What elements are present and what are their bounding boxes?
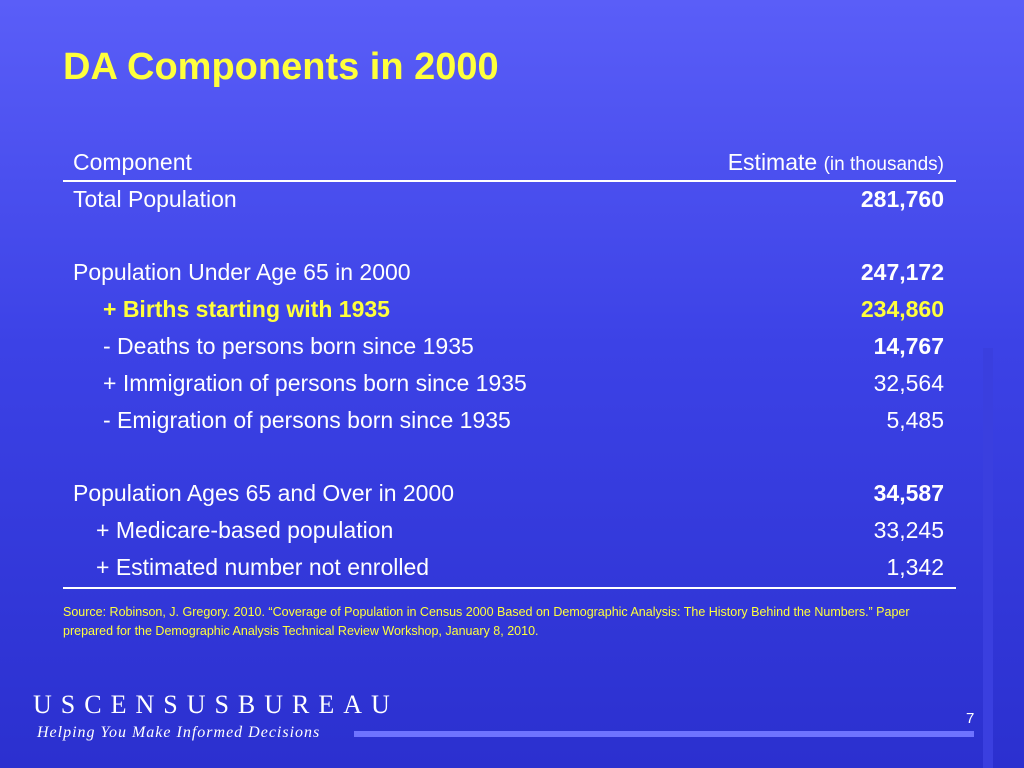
row-value: 14,767	[873, 333, 944, 359]
census-bureau-logo: USCENSUSBUREAU	[33, 690, 399, 719]
table-row: + Medicare-based population 33,245	[63, 513, 956, 550]
row-value: 281,760	[860, 186, 944, 212]
page-number: 7	[966, 710, 975, 727]
row-value: 234,860	[860, 296, 944, 322]
row-label: + Medicare-based population	[96, 517, 394, 543]
row-label: + Births starting with 1935	[103, 296, 390, 322]
table-row: + Estimated number not enrolled 1,342	[63, 550, 956, 589]
footer-divider	[354, 731, 974, 737]
row-label: Total Population	[73, 186, 237, 212]
row-label: - Emigration of persons born since 1935	[103, 407, 511, 433]
row-value: 5,485	[886, 407, 944, 433]
table-row: - Deaths to persons born since 1935 14,7…	[63, 329, 956, 366]
slide-title: DA Components in 2000	[63, 46, 499, 88]
decorative-bar	[983, 348, 993, 768]
row-value: 34,587	[873, 480, 944, 506]
components-table: Component Estimate (in thousands) Total …	[63, 148, 956, 589]
row-label: Population Ages 65 and Over in 2000	[73, 480, 455, 506]
row-label: - Deaths to persons born since 1935	[103, 333, 474, 359]
table-row: - Emigration of persons born since 1935 …	[63, 403, 956, 440]
tagline: Helping You Make Informed Decisions	[37, 724, 321, 741]
table-row: Population Ages 65 and Over in 2000 34,5…	[63, 476, 956, 513]
header-component: Component	[73, 149, 192, 175]
header-estimate-label: Estimate	[727, 149, 818, 175]
header-estimate: Estimate (in thousands)	[728, 149, 944, 176]
row-value: 1,342	[886, 554, 944, 580]
table-row: Total Population 281,760	[63, 182, 956, 219]
row-label: + Immigration of persons born since 1935	[103, 370, 527, 396]
row-value: 33,245	[873, 517, 944, 543]
row-label: + Estimated number not enrolled	[96, 554, 430, 580]
footer: USCENSUSBUREAU Helping You Make Informed…	[0, 690, 1024, 768]
table-row: Population Under Age 65 in 2000 247,172	[63, 255, 956, 292]
table-header: Component Estimate (in thousands)	[63, 148, 956, 182]
header-unit: (in thousands)	[823, 154, 944, 175]
source-citation: Source: Robinson, J. Gregory. 2010. “Cov…	[63, 605, 910, 638]
table-row: + Immigration of persons born since 1935…	[63, 366, 956, 403]
table-row: + Births starting with 1935 234,860	[63, 292, 956, 329]
row-label: Population Under Age 65 in 2000	[73, 259, 411, 285]
row-value: 32,564	[873, 370, 944, 396]
row-value: 247,172	[860, 259, 944, 285]
